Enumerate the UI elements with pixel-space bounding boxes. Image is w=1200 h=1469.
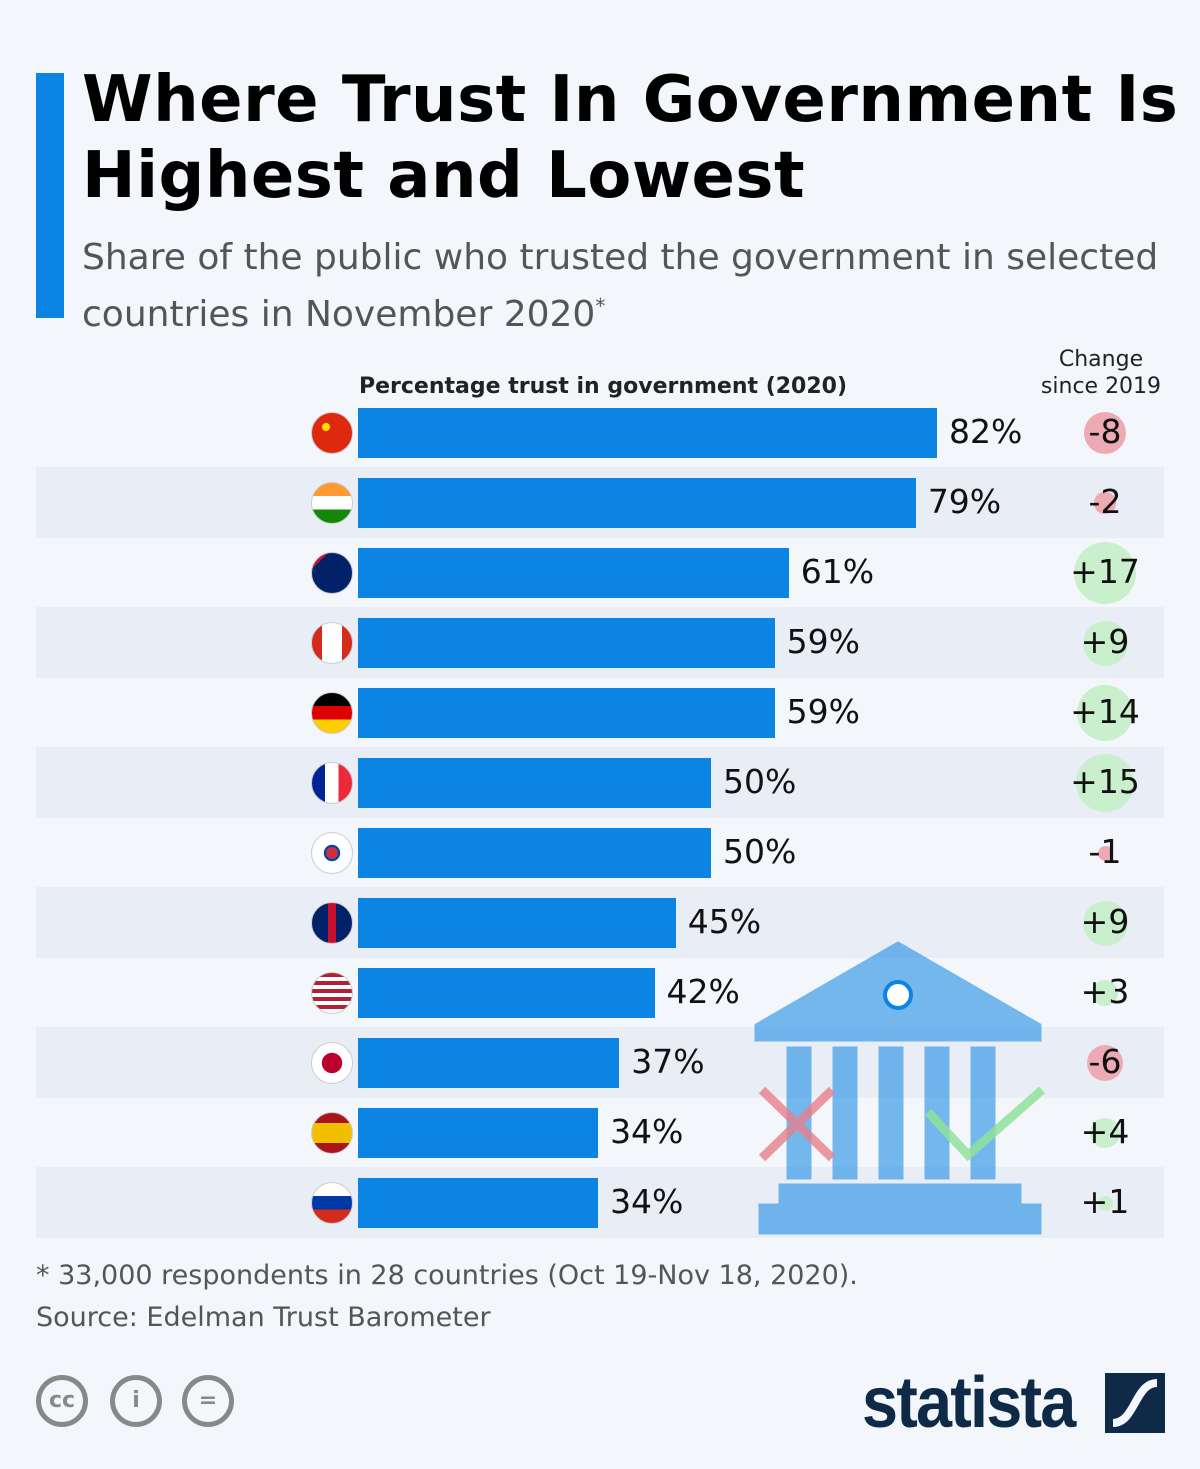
change-column-title: Change since 2019 <box>1040 347 1162 399</box>
change-label: -6 <box>1088 1042 1122 1081</box>
value-label: 59% <box>786 692 860 731</box>
change-label: +3 <box>1080 972 1130 1011</box>
change-label: +1 <box>1080 1182 1130 1221</box>
value-label: 61% <box>800 552 875 591</box>
change-bubble <box>1083 411 1127 455</box>
change-label: +9 <box>1080 622 1130 661</box>
change-label: -1 <box>1088 832 1122 871</box>
bar <box>358 968 655 1018</box>
change-label: +4 <box>1080 1112 1130 1151</box>
bar <box>358 1038 620 1088</box>
flag-icon-united-kingdom <box>311 902 353 944</box>
title-accent-bar <box>36 73 64 318</box>
change-bubble <box>1097 1195 1113 1211</box>
bar <box>358 618 775 668</box>
subtitle-text: Share of the public who trusted the gove… <box>82 237 1159 335</box>
change-bubble <box>1092 980 1118 1006</box>
bar <box>358 688 775 738</box>
flag-icon-india <box>311 482 353 524</box>
flag-icon-russia <box>311 1182 353 1224</box>
value-label: 82% <box>949 412 1023 451</box>
bar <box>358 1108 599 1158</box>
flag-icon-spain <box>311 1112 353 1154</box>
bar <box>358 828 712 878</box>
flag-icon-australia <box>311 552 353 594</box>
change-bubble <box>1097 845 1113 861</box>
change-label: -2 <box>1088 482 1122 521</box>
value-label: 59% <box>786 622 860 661</box>
chart-title: Where Trust In Government Is Highest and… <box>82 63 1179 213</box>
change-bubble <box>1094 492 1116 514</box>
bar <box>358 758 712 808</box>
change-bubble <box>1082 900 1128 946</box>
value-label: 34% <box>610 1112 684 1151</box>
cc-icon[interactable]: cc <box>36 1375 88 1427</box>
statista-logo[interactable]: statista <box>862 1363 1076 1443</box>
source: Source: Edelman Trust Barometer <box>36 1302 491 1333</box>
value-label: 79% <box>927 482 1002 521</box>
bar <box>358 898 676 948</box>
change-bubble <box>1090 1118 1120 1148</box>
government-building-illustration <box>754 941 1045 1235</box>
value-label: 34% <box>610 1182 684 1221</box>
flag-icon-germany <box>311 692 353 734</box>
change-label: +14 <box>1070 692 1140 731</box>
value-label: 50% <box>723 832 797 871</box>
cross-icon <box>758 1086 836 1162</box>
change-label: +9 <box>1080 902 1130 941</box>
value-label: 42% <box>666 972 740 1011</box>
change-bubble <box>1082 620 1128 666</box>
change-bubble <box>1075 753 1135 813</box>
footnote: * 33,000 respondents in 28 countries (Oc… <box>36 1260 858 1291</box>
change-label: +17 <box>1070 552 1140 591</box>
change-bubble <box>1074 542 1136 604</box>
bar <box>358 548 789 598</box>
change-bubble <box>1076 684 1134 742</box>
change-label: -8 <box>1088 412 1122 451</box>
bar <box>358 478 916 528</box>
subtitle-footnote-mark: * <box>595 294 606 318</box>
value-label: 45% <box>687 902 762 941</box>
check-icon <box>924 1086 1045 1162</box>
chart-subtitle: Share of the public who trusted the gove… <box>82 234 1182 339</box>
flag-icon-united-states <box>311 972 353 1014</box>
change-label: +15 <box>1070 762 1140 801</box>
axis-title: Percentage trust in government (2020) <box>359 374 848 399</box>
bar <box>358 1178 599 1228</box>
value-label: 37% <box>631 1042 705 1081</box>
attribution-icon[interactable]: i <box>110 1375 162 1427</box>
flag-icon-south-korea <box>311 832 353 874</box>
value-label: 50% <box>723 762 797 801</box>
no-derivatives-icon[interactable]: = <box>182 1375 234 1427</box>
statista-logo-mark <box>1105 1373 1165 1433</box>
flag-icon-canada <box>311 622 353 664</box>
flag-icon-japan <box>311 1042 353 1084</box>
flag-icon-china <box>311 412 353 454</box>
change-bubble <box>1086 1044 1124 1082</box>
flag-icon-france <box>311 762 353 804</box>
bar <box>358 408 937 458</box>
